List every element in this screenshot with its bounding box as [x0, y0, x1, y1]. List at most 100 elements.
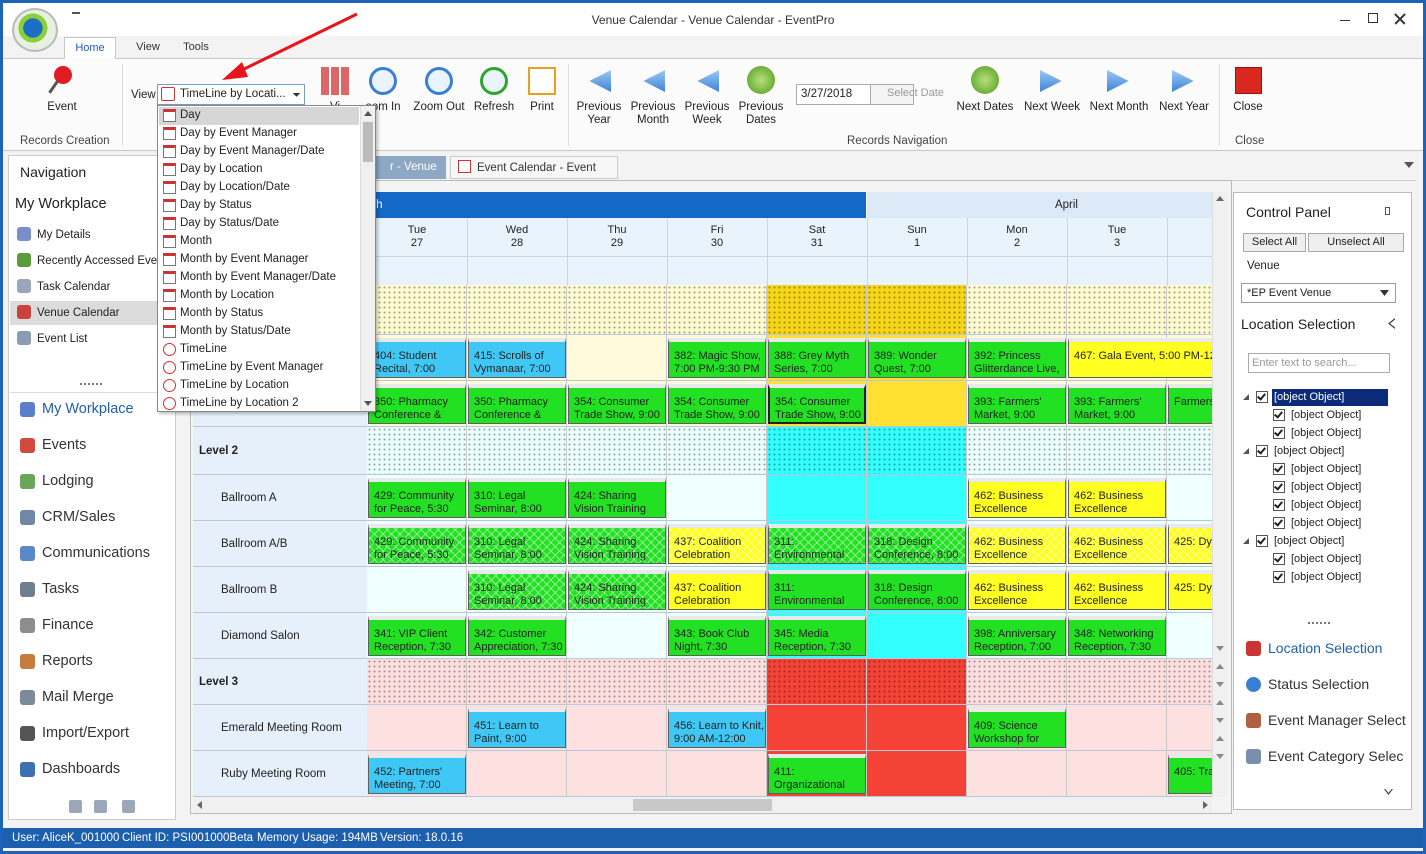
tree-checkbox[interactable]	[1273, 571, 1285, 583]
event-box[interactable]: 350: Pharmacy Conference &	[368, 384, 466, 424]
event-box[interactable]: 343: Book Club Night, 7:30	[668, 616, 766, 656]
event-box[interactable]: 462: Business Excellence	[1068, 570, 1166, 610]
tree-checkbox[interactable]	[1273, 427, 1285, 439]
section-item[interactable]: Event Category Selec	[1268, 748, 1404, 764]
event-box[interactable]: 345: Media Reception, 7:30	[768, 616, 866, 656]
search-box[interactable]: Enter text to search...	[1248, 353, 1390, 373]
dropdown-item[interactable]: Month by Status	[180, 307, 264, 319]
document-tab[interactable]: r - Venue	[376, 156, 446, 179]
nav-item[interactable]: Recently Accessed Even	[37, 255, 164, 267]
tree-checkbox[interactable]	[1256, 445, 1268, 457]
dropdown-item[interactable]: TimeLine by Event Manager	[180, 361, 324, 373]
dropdown-item[interactable]: Day by Location	[180, 163, 263, 175]
section-item[interactable]: Status Selection	[1268, 676, 1370, 692]
event-box[interactable]: 451: Learn to Paint, 9:00	[468, 708, 566, 748]
event-box[interactable]: 462: Business Excellence	[968, 478, 1066, 518]
view-combo[interactable]: TimeLine by Locati...	[157, 84, 305, 105]
dropdown-item[interactable]: TimeLine	[180, 343, 227, 355]
module-item[interactable]: Tasks	[42, 581, 80, 597]
event-box[interactable]: 388: Grey Myth Series, 7:00	[768, 338, 866, 378]
event-box[interactable]: 424: Sharing Vision Training	[568, 524, 666, 564]
select-all-button[interactable]: Select All	[1243, 233, 1306, 252]
tree-item[interactable]: [object Object]	[1291, 481, 1362, 493]
dropdown-item[interactable]: Day by Status/Date	[180, 217, 280, 229]
ribbon-button-label[interactable]: Event	[47, 101, 77, 113]
event-box[interactable]: 354: Consumer Trade Show, 9:00	[668, 384, 766, 424]
tree-item[interactable]: [object Object]	[1274, 445, 1345, 457]
document-tab[interactable]: Event Calendar - Event	[450, 156, 618, 179]
event-box[interactable]: 462: Business Excellence	[968, 570, 1066, 610]
event-box[interactable]: 393: Farmers' Market, 9:00	[1068, 384, 1166, 424]
nav-item[interactable]: Venue Calendar	[37, 307, 120, 319]
tree-item[interactable]: [object Object]	[1291, 499, 1362, 511]
minimize-button[interactable]	[1340, 20, 1350, 21]
module-item[interactable]: Lodging	[42, 473, 94, 489]
module-item[interactable]: Finance	[42, 617, 94, 633]
tree-item[interactable]: [object Object]	[1291, 553, 1362, 565]
tree-checkbox[interactable]	[1273, 481, 1285, 493]
nav-item[interactable]: Task Calendar	[37, 281, 111, 293]
dropdown-item[interactable]: Day	[180, 109, 201, 121]
maximize-button[interactable]	[1368, 13, 1378, 23]
tree-checkbox[interactable]	[1273, 499, 1285, 511]
ribbon-button-label[interactable]: Next Year	[1159, 101, 1209, 113]
nav-item[interactable]: Event List	[37, 333, 88, 345]
module-item[interactable]: Import/Export	[42, 725, 130, 741]
tree-item[interactable]: [object Object]	[1274, 535, 1345, 547]
event-box[interactable]: 310: Legal Seminar, 8:00	[468, 478, 566, 518]
event-box[interactable]: 341: VIP Client Reception, 7:30	[368, 616, 466, 656]
venue-combo[interactable]: *EP Event Venue	[1241, 283, 1396, 303]
event-box[interactable]: 425: Dynami	[1168, 524, 1212, 564]
dropdown-item[interactable]: Day by Event Manager/Date	[180, 145, 325, 157]
event-box[interactable]: 342: Customer Appreciation, 7:30	[468, 616, 566, 656]
event-box[interactable]: 429: Community for Peace, 5:30	[368, 478, 466, 518]
module-item[interactable]: Dashboards	[42, 761, 121, 777]
ribbon-tab[interactable]: View	[136, 41, 160, 53]
ribbon-button-label[interactable]: Next Dates	[956, 101, 1014, 113]
event-box[interactable]: 424: Sharing Vision Training	[568, 478, 666, 518]
ribbon-button-label[interactable]: Next Week	[1023, 101, 1081, 113]
tree-item[interactable]: [object Object]	[1291, 463, 1362, 475]
tree-checkbox[interactable]	[1256, 535, 1268, 547]
event-box[interactable]: 404: Student Recital, 7:00	[368, 338, 466, 378]
module-item[interactable]: CRM/Sales	[42, 509, 116, 525]
dropdown-item[interactable]: Month by Event Manager	[180, 253, 309, 265]
event-box[interactable]: 311: Environmental	[768, 570, 866, 610]
ribbon-button-label[interactable]: Print	[530, 101, 554, 113]
module-item[interactable]: Events	[42, 437, 87, 453]
event-box[interactable]: 411: Organizational	[768, 754, 866, 794]
tree-item[interactable]: [object Object]	[1272, 389, 1388, 406]
ribbon-button-label[interactable]: Next Month	[1089, 101, 1149, 113]
tree-checkbox[interactable]	[1273, 463, 1285, 475]
tree-checkbox[interactable]	[1256, 391, 1268, 403]
event-box[interactable]: Farmers	[1168, 384, 1212, 424]
event-box[interactable]: 393: Farmers' Market, 9:00	[968, 384, 1066, 424]
dropdown-item[interactable]: Month	[180, 235, 212, 247]
module-item[interactable]: My Workplace	[42, 401, 134, 417]
tree-item[interactable]: [object Object]	[1291, 409, 1362, 421]
unselect-all-button[interactable]: Unselect All	[1308, 233, 1404, 252]
event-box[interactable]: 348: Networking Reception, 7:30	[1068, 616, 1166, 656]
event-box[interactable]: 415: Scrolls of Vymanaar, 7:00	[468, 338, 566, 378]
event-box[interactable]: 462: Business Excellence	[1068, 478, 1166, 518]
event-box[interactable]: 425: Dynami	[1168, 570, 1212, 610]
event-box[interactable]: 318: Design Conference, 8:00	[868, 570, 966, 610]
event-box[interactable]: 389: Wonder Quest, 7:00	[868, 338, 966, 378]
dropdown-item[interactable]: Day by Location/Date	[180, 181, 290, 193]
section-item[interactable]: Location Selection	[1268, 640, 1383, 656]
nav-item[interactable]: My Details	[37, 229, 91, 241]
dropdown-item[interactable]: Day by Event Manager	[180, 127, 297, 139]
event-box[interactable]: 424: Sharing Vision Training	[568, 570, 666, 610]
tree-item[interactable]: [object Object]	[1291, 427, 1362, 439]
dropdown-item[interactable]: TimeLine by Location	[180, 379, 289, 391]
ribbon-button-label[interactable]: Previous Month	[630, 101, 676, 126]
ribbon-button-label[interactable]: Previous Year	[576, 101, 622, 126]
ribbon-button-label[interactable]: Refresh	[473, 101, 515, 113]
event-box[interactable]: 437: Coalition Celebration	[668, 524, 766, 564]
event-box[interactable]: 311: Environmental	[768, 524, 866, 564]
tree-checkbox[interactable]	[1273, 553, 1285, 565]
ribbon-tab[interactable]: Home	[64, 37, 116, 59]
event-box[interactable]: 350: Pharmacy Conference &	[468, 384, 566, 424]
event-box[interactable]: 318: Design Conference, 8:00	[868, 524, 966, 564]
ribbon-button-label[interactable]: Previous Week	[684, 101, 730, 126]
